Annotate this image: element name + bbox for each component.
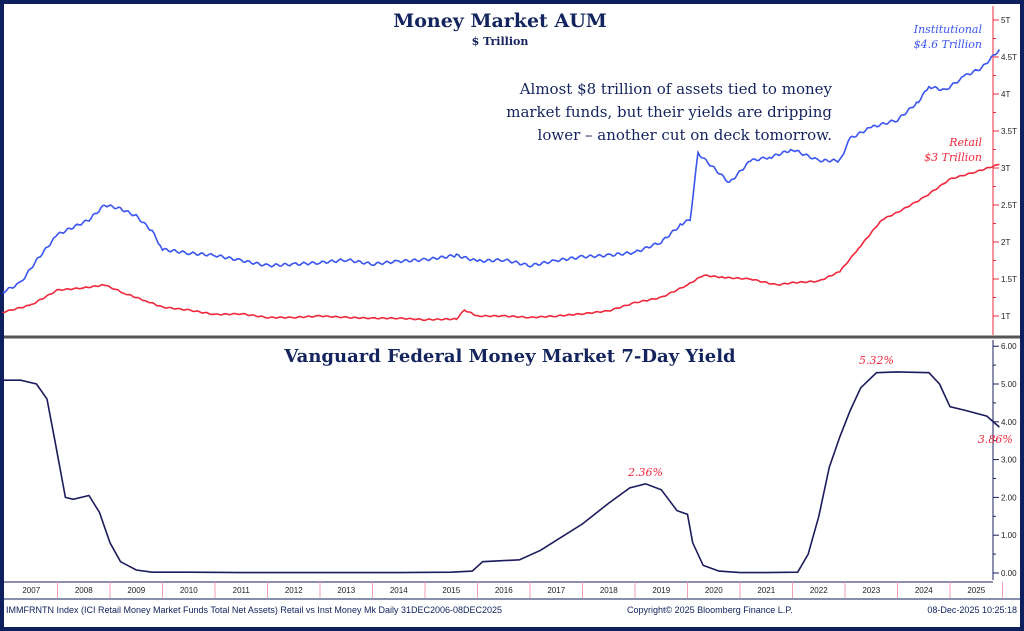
x-axis: 2007 2008 2009 2010 2011 2012 2013 2014 2015 2016… — [4, 581, 1003, 598]
series-label-institutional: Institutional — [913, 23, 983, 36]
x-tick-label: 2021 — [757, 586, 775, 595]
y-tick-label: 2.00 — [1001, 493, 1017, 502]
x-tick-label: 2023 — [862, 586, 880, 595]
chart-title: Money Market AUM — [393, 10, 607, 32]
series-label-institutional: $4.6 Trillion — [914, 38, 982, 51]
y-tick-label: 0.00 — [1001, 569, 1017, 578]
footer-source: IMMFRNTN Index (ICI Retail Money Market … — [6, 605, 502, 615]
x-tick-label: 2020 — [705, 586, 723, 595]
x-tick-label: 2012 — [285, 586, 303, 595]
yield-line — [2, 371, 1000, 574]
y-tick-label: 5T — [1001, 16, 1010, 25]
yield-annotation: 3.86% — [978, 433, 1013, 446]
y-tick-label: 1.5T — [1001, 275, 1017, 284]
x-tick-label: 2008 — [75, 586, 93, 595]
aum-panel: 1T 1.5T 2T 2.5T 3T 3.5T 4T 4.5T 5T Money Market A… — [2, 6, 1017, 335]
x-tick-label: 2022 — [810, 586, 828, 595]
y-tick-label: 1T — [1001, 312, 1010, 321]
annotation-line: market funds, but their yields are dripp… — [506, 103, 832, 121]
annotation-line: lower – another cut on deck tomorrow. — [538, 126, 832, 144]
y-tick-label: 4.00 — [1001, 418, 1017, 427]
x-tick-label: 2019 — [652, 586, 670, 595]
x-tick-label: 2017 — [547, 586, 565, 595]
y-tick-label: 3.5T — [1001, 127, 1017, 136]
x-tick-label: 2015 — [442, 586, 460, 595]
y-tick-label: 6.00 — [1001, 342, 1017, 351]
series-label-retail: $3 Trillion — [924, 151, 982, 164]
yield-panel: 0.00 1.00 2.00 3.00 4.00 5.00 6.00 Vanguard Fed… — [2, 340, 1017, 580]
series-label-retail: Retail — [948, 136, 982, 149]
x-tick-label: 2009 — [127, 586, 145, 595]
y-tick-label: 1.00 — [1001, 531, 1017, 540]
x-tick-label: 2010 — [180, 586, 198, 595]
y-tick-label: 3T — [1001, 164, 1010, 173]
x-tick-label: 2013 — [337, 586, 355, 595]
x-tick-label: 2014 — [390, 586, 408, 595]
x-tick-label: 2018 — [600, 586, 618, 595]
annotation-line: Almost $8 trillion of assets tied to mon… — [519, 80, 833, 98]
y-tick-label: 4T — [1001, 90, 1010, 99]
y-tick-label: 4.5T — [1001, 53, 1017, 62]
series-line-institutional — [2, 49, 1001, 294]
y-tick-label: 5.00 — [1001, 380, 1017, 389]
chart-title: Vanguard Federal Money Market 7-Day Yiel… — [283, 346, 736, 367]
y-tick-label: 3.00 — [1001, 456, 1017, 465]
x-tick-label: 2025 — [967, 586, 985, 595]
footer-copyright: Copyright© 2025 Bloomberg Finance L.P. — [627, 605, 793, 615]
y-tick-label: 2T — [1001, 238, 1010, 247]
footer-timestamp: 08-Dec-2025 10:25:18 — [927, 605, 1017, 615]
x-tick-label: 2011 — [233, 586, 251, 595]
yield-annotation: 2.36% — [627, 466, 663, 479]
x-tick-label: 2024 — [915, 586, 933, 595]
x-tick-label: 2007 — [22, 586, 40, 595]
series-line-retail — [2, 163, 1000, 322]
yield-annotation: 5.32% — [859, 354, 894, 367]
x-tick-label: 2016 — [495, 586, 513, 595]
y-tick-label: 2.5T — [1001, 201, 1017, 210]
chart-subtitle: $ Trillion — [472, 35, 529, 48]
